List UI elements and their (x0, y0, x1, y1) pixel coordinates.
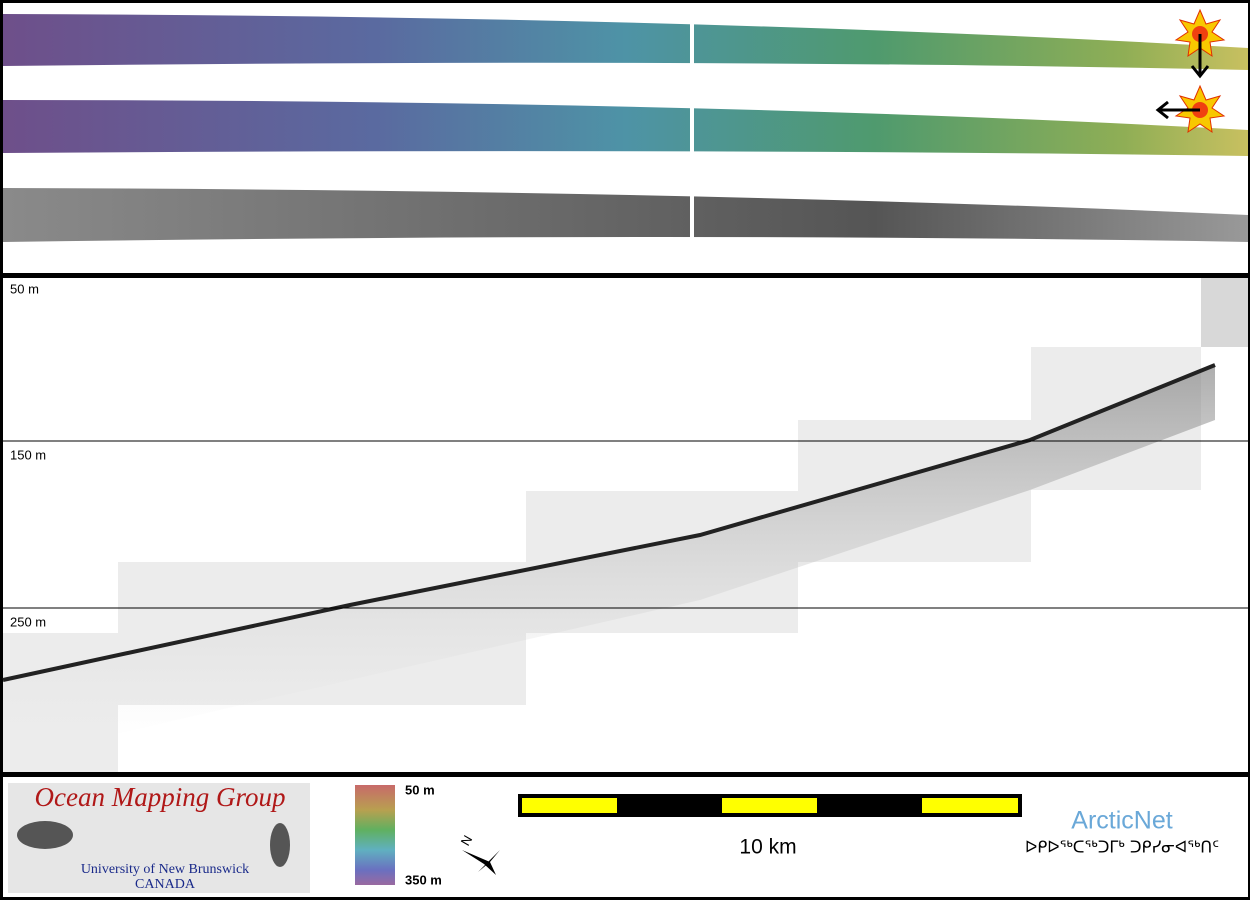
sun-icon (1155, 84, 1226, 134)
strip-gap (690, 14, 694, 244)
scale-segment (722, 798, 817, 813)
scale-segment (922, 798, 1018, 813)
depth-label: 150 m (10, 447, 46, 462)
colorbar (355, 785, 395, 885)
scale-label: 10 km (739, 836, 796, 859)
colorbar-label: 350 m (405, 872, 442, 887)
depth-label: 250 m (10, 614, 46, 629)
logo-university: University of New Brunswick (81, 862, 249, 877)
sun-icon (1174, 8, 1226, 79)
logo-title: Ocean Mapping Group (35, 782, 286, 812)
logo-country: CANADA (135, 877, 196, 892)
sidescan-strip (3, 188, 1248, 242)
partner-name: ArcticNet (1071, 807, 1172, 835)
colorbar-label: 50 m (405, 782, 435, 797)
partner-syllabics: ᐅᑭᐅᖅᑕᖅᑐᒥᒃ ᑐᑭᓯᓂᐊᖅᑎᑦ (1025, 838, 1219, 857)
swath-strip (3, 100, 1248, 156)
swath-strip (3, 14, 1248, 70)
logo-fish (17, 821, 73, 849)
scale-segment (522, 798, 617, 813)
depth-label: 50 m (10, 281, 39, 296)
echo-shadow (3, 365, 1215, 760)
logo-fish (270, 823, 290, 867)
seabed-trace (2, 363, 1216, 682)
